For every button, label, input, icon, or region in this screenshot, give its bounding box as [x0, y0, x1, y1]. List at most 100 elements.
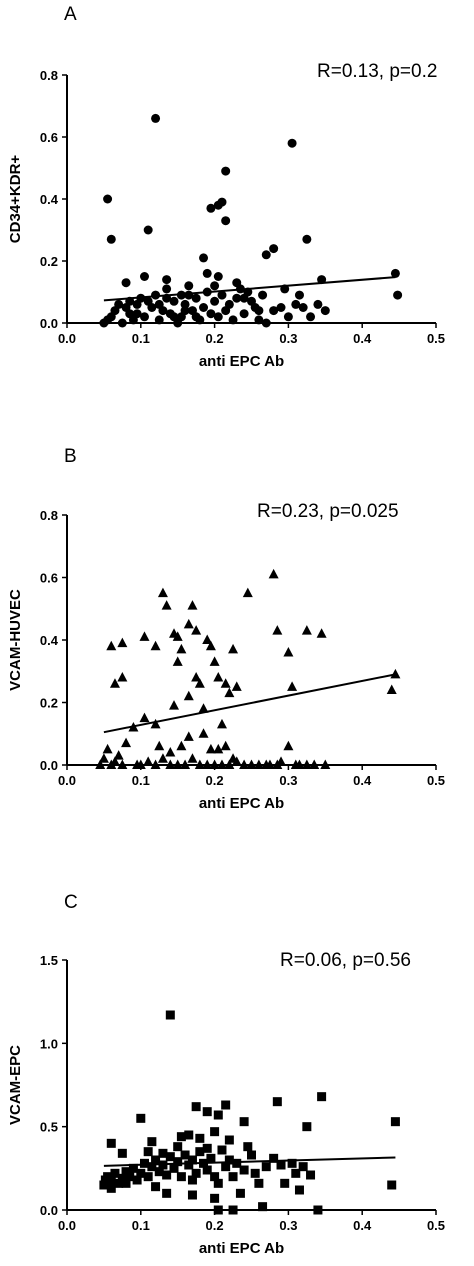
data-point [283, 647, 294, 657]
data-point [320, 306, 330, 316]
y-tick-label: 0.4 [40, 192, 59, 207]
data-point [102, 743, 113, 754]
data-point [254, 306, 264, 316]
x-axis-title: anti EPC Ab [199, 353, 284, 370]
data-point [224, 1135, 234, 1145]
data-point [217, 197, 227, 207]
data-point [139, 272, 149, 281]
data-point [302, 1122, 312, 1132]
x-axis-title: anti EPC Ab [199, 795, 284, 812]
data-point [313, 1205, 323, 1215]
data-points [99, 113, 403, 328]
x-tick-label: 0.5 [427, 773, 445, 788]
x-tick-label: 0.4 [353, 1218, 372, 1233]
data-point [121, 1178, 131, 1188]
data-point [283, 740, 294, 751]
data-point [165, 1152, 175, 1162]
data-point [121, 737, 132, 748]
x-tick-label: 0.0 [58, 331, 76, 346]
data-point [183, 731, 194, 741]
data-point [176, 643, 187, 654]
data-point [169, 1163, 179, 1173]
data-point [143, 756, 154, 766]
data-point [269, 1153, 279, 1163]
data-point [154, 315, 164, 325]
y-tick-label: 1.5 [40, 953, 58, 968]
data-point [209, 656, 220, 666]
data-point [320, 759, 331, 769]
data-point [147, 303, 157, 312]
data-point [291, 1168, 301, 1178]
regression-line [103, 1156, 396, 1167]
data-point [154, 1167, 164, 1177]
panel-label: C [64, 892, 78, 913]
x-tick-label: 0.5 [427, 331, 445, 346]
data-point [191, 293, 201, 303]
panel-label: A [64, 4, 77, 25]
data-point [242, 587, 253, 598]
data-point [386, 684, 397, 694]
data-point [157, 753, 168, 763]
data-point [103, 1172, 113, 1182]
data-point [169, 700, 180, 710]
data-point [121, 278, 131, 288]
data-point [206, 309, 216, 319]
data-point [147, 1162, 157, 1172]
y-tick-label: 0.0 [40, 1203, 58, 1218]
data-point [194, 678, 205, 688]
data-point [254, 1178, 264, 1188]
data-point [276, 756, 287, 766]
x-tick-label: 0.2 [206, 331, 224, 346]
data-point [217, 290, 227, 300]
data-point [390, 668, 401, 679]
panel-label: B [64, 446, 77, 467]
data-point [143, 225, 153, 235]
data-point [125, 1172, 135, 1182]
data-point [209, 759, 220, 769]
y-tick-label: 1.0 [40, 1036, 58, 1051]
data-point [187, 1190, 197, 1200]
data-point [210, 1172, 220, 1182]
data-point [264, 759, 275, 769]
data-point [114, 1178, 124, 1188]
data-points [95, 568, 401, 769]
data-point [150, 718, 161, 729]
data-point [287, 681, 298, 691]
data-point [228, 315, 238, 325]
data-point [184, 1160, 194, 1170]
y-tick-label: 0.6 [40, 571, 58, 586]
data-point [106, 640, 117, 651]
data-point [228, 643, 239, 654]
data-point [151, 113, 161, 123]
data-point [121, 1167, 131, 1177]
data-point [272, 1097, 282, 1107]
data-point [220, 678, 231, 688]
x-tick-label: 0.3 [279, 1218, 297, 1233]
data-point [180, 306, 190, 316]
data-point [221, 166, 231, 176]
data-point [180, 299, 190, 309]
data-point [224, 299, 234, 309]
data-point [232, 1158, 242, 1168]
data-point [317, 1092, 327, 1102]
data-point [220, 740, 231, 751]
data-point [216, 718, 227, 729]
data-point [247, 1150, 256, 1160]
data-point [183, 618, 194, 629]
data-point [387, 1180, 397, 1190]
data-point [151, 1182, 161, 1192]
data-point [246, 759, 257, 769]
data-point [228, 1205, 238, 1215]
data-point [210, 296, 220, 306]
x-axis-title: anti EPC Ab [199, 1240, 284, 1257]
regression-line [103, 673, 396, 734]
y-tick-label: 0.4 [40, 633, 59, 648]
data-point [150, 759, 161, 769]
data-point [213, 1205, 223, 1215]
data-point [254, 315, 264, 325]
data-point [162, 284, 172, 294]
y-tick-label: 0.8 [40, 508, 58, 523]
data-point [169, 312, 179, 322]
chart-panel-b: B R=0.23, p=0.025 0.0 0.1 0.2 0.3 0.4 0.5 0.0 0.2… [7, 446, 445, 812]
